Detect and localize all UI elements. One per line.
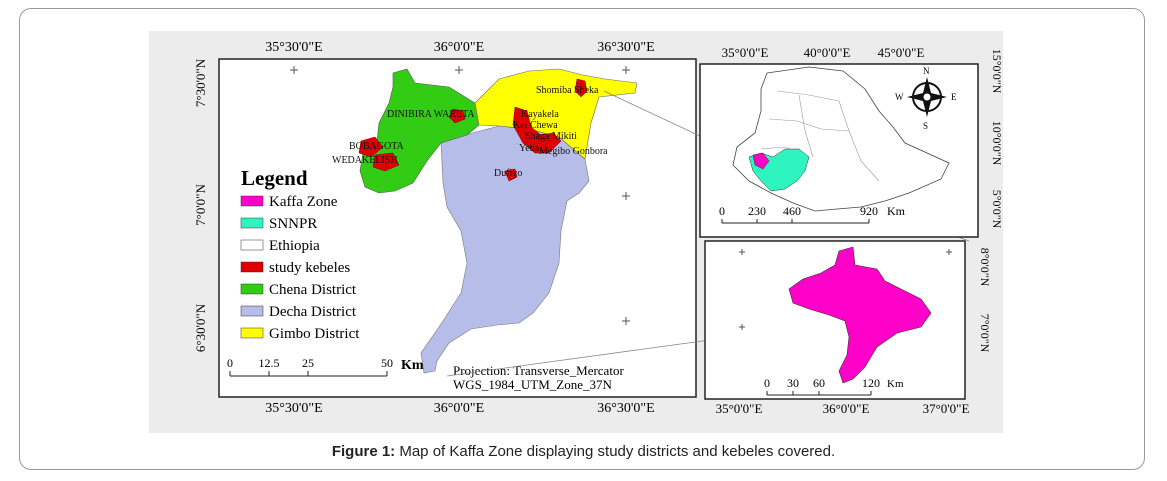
kaffa-lat-label: 7°0'0"N (978, 314, 992, 353)
compass-rose: N S E W (895, 66, 957, 131)
ethiopia-lat-label: 5°0'0"N (990, 190, 1003, 229)
kaffa-scale-tick: 0 (764, 376, 770, 390)
map-figure: 35°30'0"E 36°0'0"E 36°30'0"E 35°30'0"E 3… (193, 40, 1004, 416)
gimbo-district (474, 68, 638, 160)
ethiopia-lat-label: 15°0'0"N (990, 49, 1003, 94)
kebele-label: Shaga Mikiti (525, 131, 577, 142)
legend-label: Gimbo District (269, 326, 360, 342)
legend: Kaffa Zone SNNPR Ethiopia study kebeles … (240, 194, 360, 342)
main-lat-label: 7°30'0"N (193, 58, 208, 107)
kebele-label: BOBAGOTA (349, 141, 405, 152)
projection-line: Projection: Transverse_Mercator (453, 363, 624, 378)
legend-swatch-kebeles (240, 261, 264, 273)
legend-label: Decha District (269, 304, 357, 320)
kebele-label: Kei Chewa (513, 120, 558, 131)
ethiopia-regions (760, 90, 880, 182)
legend-label: SNNPR (269, 216, 317, 232)
main-bottom-lon-label: 36°0'0"E (434, 401, 484, 416)
kebele-label: WEDAKELISH (332, 155, 398, 166)
ethiopia-lat-label: 10°0'0"N (990, 121, 1003, 166)
legend-swatch-chena (240, 283, 264, 295)
main-lat-label: 6°30'0"N (193, 303, 208, 352)
ethiopia-scale-tick: 0 (719, 204, 725, 218)
legend-swatch-gimbo (240, 327, 264, 339)
ethiopia-scale-bar: 0 230 460 920 Km (719, 204, 906, 224)
main-scale-bar: 0 12.5 25 50 Km (227, 356, 424, 377)
ethiopia-lon-label: 45°0'0"E (878, 45, 925, 60)
kebele-label: Dufiyo (494, 168, 522, 179)
legend-swatch-kaffa (240, 195, 264, 207)
main-scale-tick: 50 (381, 356, 393, 370)
main-scale-tick: 25 (302, 356, 314, 370)
kaffa-scale-tick: 30 (787, 376, 799, 390)
legend-title: Legend (241, 166, 308, 190)
main-top-lon-label: 36°0'0"E (434, 40, 484, 55)
kaffa-lon-label: 35°0'0"E (716, 401, 763, 416)
legend-label: Kaffa Zone (269, 194, 338, 210)
kaffa-lat-label: 8°0'0"N (978, 248, 992, 287)
kebele-label: DINIBIRA WARETA (387, 109, 475, 120)
caption-text: Map of Kaffa Zone displaying study distr… (399, 443, 836, 460)
ethiopia-scale-tick: 230 (748, 204, 766, 218)
ethiopia-scale-tick: 920 (860, 204, 878, 218)
kaffa-zone-shape (788, 246, 932, 384)
map-panel: 35°30'0"E 36°0'0"E 36°30'0"E 35°30'0"E 3… (149, 31, 1004, 433)
ethiopia-lon-label: 40°0'0"E (804, 45, 851, 60)
main-top-lon-label: 35°30'0"E (265, 40, 322, 55)
kaffa-scale-bar: 0 30 60 120 Km (764, 376, 904, 396)
ethiopia-lon-label: 35°0'0"E (722, 45, 769, 60)
compass-w: W (895, 92, 904, 102)
legend-swatch-ethiopia (240, 239, 264, 251)
main-bottom-lon-label: 36°30'0"E (597, 401, 654, 416)
main-scale-unit: Km (401, 358, 424, 373)
compass-e: E (951, 92, 957, 102)
study-kebeles (358, 78, 588, 182)
main-top-lon-label: 36°30'0"E (597, 40, 654, 55)
main-scale-tick: 0 (227, 356, 233, 370)
kaffa-zone-in-ethiopia (752, 152, 770, 170)
legend-swatch-decha (240, 305, 264, 317)
kebele-label: Shomiba Sheka (536, 85, 599, 96)
compass-n: N (923, 66, 930, 76)
ethiopia-scale-unit: Km (887, 204, 906, 218)
main-scale-tick: 12.5 (259, 356, 280, 370)
figure-caption: Figure 1: Map of Kaffa Zone displaying s… (0, 443, 1167, 460)
legend-label: Ethiopia (269, 238, 320, 254)
kebele-label: Yeba (519, 143, 540, 154)
main-lat-label: 7°0'0"N (193, 184, 208, 226)
kaffa-lon-label: 37°0'0"E (923, 401, 970, 416)
kebele-label: Kayakela (521, 109, 559, 120)
main-graticule (290, 66, 630, 325)
projection-line: WGS_1984_UTM_Zone_37N (453, 377, 612, 392)
kaffa-scale-unit: Km (887, 378, 904, 390)
ethiopia-scale-tick: 460 (783, 204, 801, 218)
kaffa-lon-label: 36°0'0"E (823, 401, 870, 416)
legend-label: study kebeles (269, 260, 350, 276)
compass-s: S (923, 121, 928, 131)
kaffa-scale-tick: 60 (813, 376, 825, 390)
main-bottom-lon-label: 35°30'0"E (265, 401, 322, 416)
kaffa-scale-tick: 120 (862, 376, 880, 390)
kebele-label: Megibo Gonbora (539, 146, 608, 157)
caption-label: Figure 1: (331, 443, 396, 460)
legend-label: Chena District (269, 282, 357, 298)
legend-swatch-snnpr (240, 217, 264, 229)
